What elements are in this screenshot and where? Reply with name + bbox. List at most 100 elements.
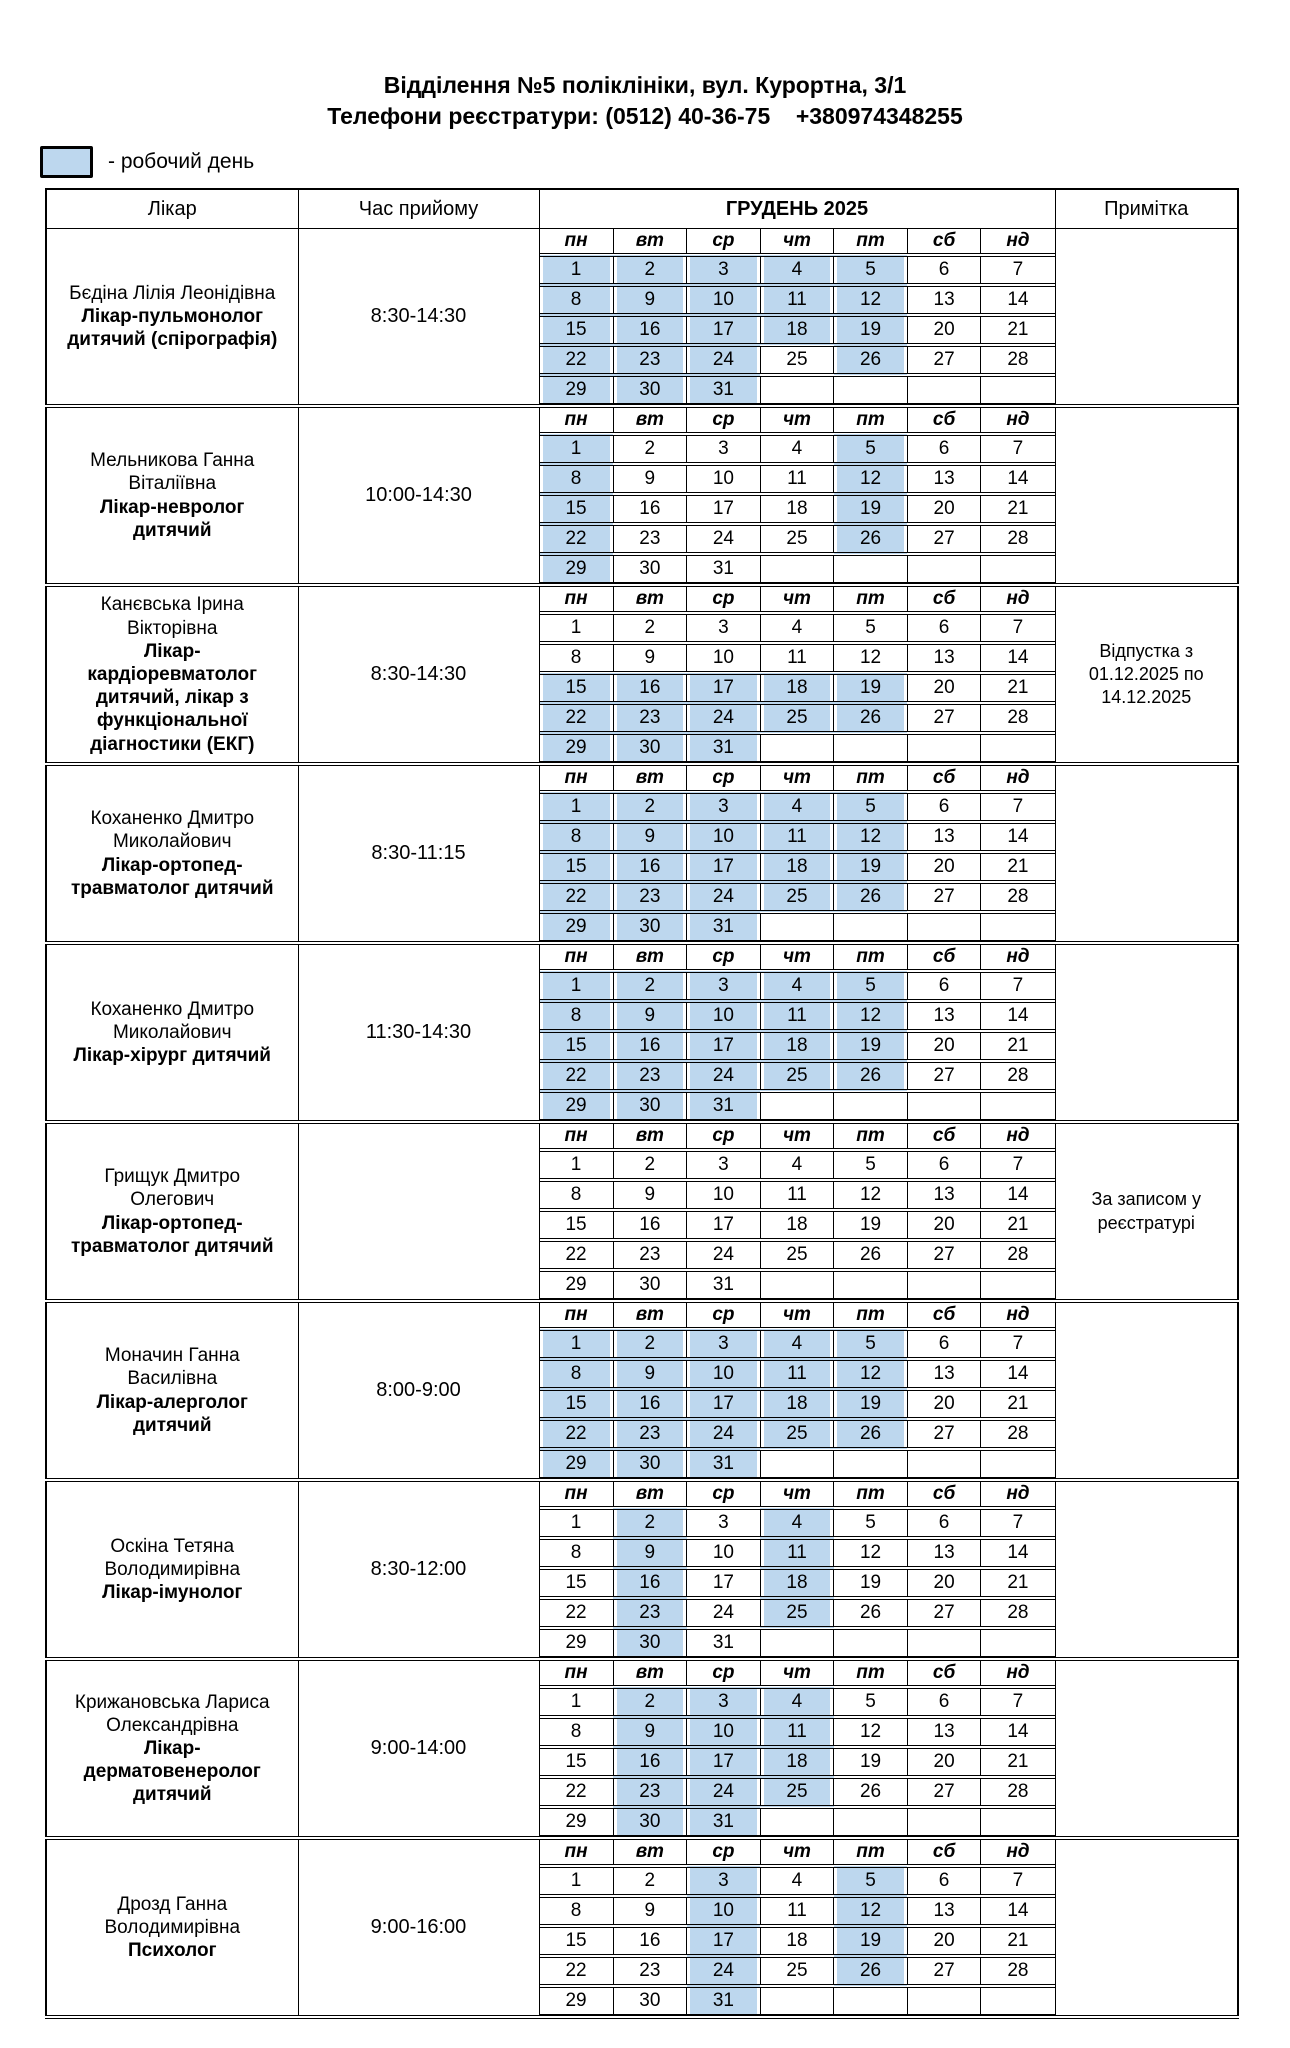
calendar-day: 3	[686, 432, 761, 465]
weekday-header: нд	[980, 1661, 1055, 1688]
calendar-day: 6	[906, 1685, 982, 1718]
calendar-day: 3	[686, 1685, 761, 1718]
reception-hours: 11:30-14:30	[297, 941, 540, 1123]
calendar-week-row: 29 30 31	[539, 552, 1055, 584]
calendar-day: 10	[686, 1357, 761, 1390]
calendar-day: 10	[686, 1894, 761, 1927]
reception-hours: 8:00-9:00	[297, 1299, 540, 1481]
weekday-header: чт	[759, 766, 835, 793]
weekday-header: чт	[759, 1840, 835, 1867]
weekday-header: сб	[906, 408, 982, 435]
calendar-day: 28	[980, 1596, 1055, 1629]
calendar-day: 14	[980, 999, 1055, 1032]
calendar-day: 20	[906, 850, 982, 883]
calendar-day: 8	[539, 1357, 614, 1390]
weekday-header: пт	[833, 408, 908, 435]
calendar-day: 5	[833, 969, 908, 1002]
calendar-day: 3	[686, 253, 761, 286]
calendar-day: 12	[833, 999, 908, 1032]
weekday-header: пн	[539, 229, 614, 256]
calendar-day	[980, 373, 1055, 405]
calendar-week-row: 15 16 17 18 19 20 21	[539, 671, 1055, 704]
calendar-day: 4	[759, 1864, 835, 1897]
calendar-day: 28	[980, 522, 1055, 555]
calendar-day: 1	[539, 611, 614, 644]
calendar-day: 22	[539, 522, 614, 555]
calendar-day: 5	[833, 611, 908, 644]
calendar-day: 28	[980, 701, 1055, 734]
calendar-day: 15	[539, 1745, 614, 1778]
calendar-day: 27	[906, 1775, 982, 1808]
doctor-note	[1054, 228, 1239, 407]
calendar-week-row: 22 23 24 25 26 27 28	[539, 1417, 1055, 1450]
calendar-day	[759, 1626, 835, 1658]
calendar-day: 21	[980, 1029, 1055, 1062]
calendar-day	[833, 1805, 908, 1837]
calendar-day: 7	[980, 611, 1055, 644]
calendar-cell: пн вт ср чт пт сб нд 1 2 3 4 5 6 7 8 9 10 11 12 13 14 15 16 17 1…	[538, 1299, 1056, 1481]
calendar-day: 2	[612, 611, 688, 644]
doctor-cell: Канєвська Ірина Вікторівна Лікар-кардіор…	[45, 583, 299, 765]
calendar-day: 7	[980, 253, 1055, 286]
calendar-day: 13	[906, 462, 982, 495]
calendar-day: 15	[539, 850, 614, 883]
calendar-day: 28	[980, 1417, 1055, 1450]
weekday-header: нд	[980, 945, 1055, 972]
header-row: Лікар Час прийому ГРУДЕНЬ 2025 Примітка	[45, 188, 1239, 230]
doctor-specialty: Лікар-хірург дитячий	[73, 1045, 271, 1067]
weekday-header: ср	[686, 945, 761, 972]
calendar-week-row: 22 23 24 25 26 27 28	[539, 1775, 1055, 1808]
calendar-day: 22	[539, 1238, 614, 1271]
calendar-cell: пн вт ср чт пт сб нд 1 2 3 4 5 6 7 8 9 10 11 12 13 14 15 16 17 1…	[538, 1120, 1056, 1302]
calendar-day: 20	[906, 1029, 982, 1062]
calendar-day: 24	[686, 1417, 761, 1450]
calendar-day: 27	[906, 1954, 982, 1987]
calendar-day	[980, 1268, 1055, 1300]
legend: - робочий день	[40, 146, 1290, 179]
calendar-day: 11	[759, 820, 835, 853]
calendar-day	[906, 1268, 982, 1300]
calendar-day: 6	[906, 1327, 982, 1360]
calendar-day: 20	[906, 1387, 982, 1420]
calendar-day	[759, 1984, 835, 2016]
calendar-day: 30	[612, 1805, 688, 1837]
weekday-header: ср	[686, 1661, 761, 1688]
calendar-day: 2	[612, 1685, 688, 1718]
calendar-day: 19	[833, 313, 908, 346]
calendar-day	[833, 731, 908, 763]
doctor-row: Грищук Дмитро Олегович Лікар-ортопед-тра…	[45, 1120, 1239, 1302]
doctor-cell: Коханенко Дмитро Миколайович Лікар-хірур…	[45, 941, 299, 1123]
col-header-month: ГРУДЕНЬ 2025	[538, 188, 1056, 230]
calendar-day: 11	[759, 641, 835, 674]
calendar-day: 7	[980, 1148, 1055, 1181]
calendar-week-row: 29 30 31	[539, 910, 1055, 942]
weekday-header: чт	[759, 1661, 835, 1688]
calendar-week-row: 15 16 17 18 19 20 21	[539, 1566, 1055, 1599]
calendar-day: 23	[612, 701, 688, 734]
weekday-header: сб	[906, 1840, 982, 1867]
working-day-swatch	[40, 146, 93, 179]
month-calendar: пн вт ср чт пт сб нд 1 2 3 4 5 6 7 8 9 10 11 12 13 14 15 16 17 1…	[539, 766, 1055, 942]
calendar-day: 21	[980, 1924, 1055, 1957]
calendar-day: 2	[612, 1864, 688, 1897]
doctor-row: Коханенко Дмитро Миколайович Лікар-ортоп…	[45, 762, 1239, 944]
weekday-header-row: пн вт ср чт пт сб нд	[539, 945, 1055, 972]
calendar-cell: пн вт ср чт пт сб нд 1 2 3 4 5 6 7 8 9 10 11 12 13 14 15 16 17 1…	[538, 1657, 1056, 1839]
calendar-week-row: 29 30 31	[539, 373, 1055, 405]
calendar-week-row: 15 16 17 18 19 20 21	[539, 1387, 1055, 1420]
legend-label: - робочий день	[108, 150, 255, 174]
calendar-day: 27	[906, 1059, 982, 1092]
month-calendar: пн вт ср чт пт сб нд 1 2 3 4 5 6 7 8 9 10 11 12 13 14 15 16 17 1…	[539, 229, 1055, 405]
calendar-week-row: 22 23 24 25 26 27 28	[539, 880, 1055, 913]
registry-phones: Телефони реєстратури: (0512) 40-36-75 +3…	[327, 103, 963, 130]
col-header-hours: Час прийому	[297, 188, 540, 230]
calendar-day: 23	[612, 1059, 688, 1092]
calendar-day: 7	[980, 1327, 1055, 1360]
calendar-day	[759, 373, 835, 405]
calendar-day: 10	[686, 283, 761, 316]
calendar-day	[833, 373, 908, 405]
